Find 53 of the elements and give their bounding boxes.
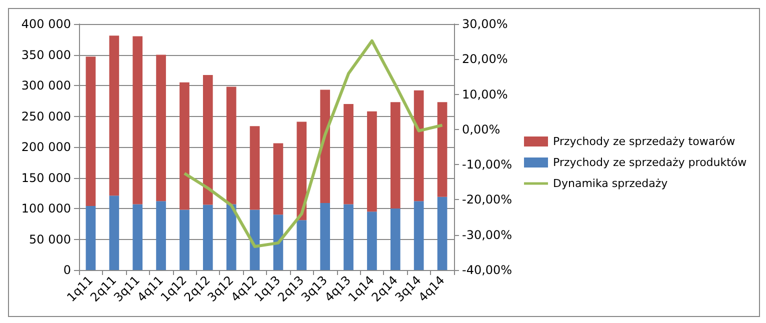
line-series bbox=[182, 39, 444, 248]
y2-tick-label: -30,00% bbox=[462, 228, 512, 242]
y-tick-label: 100 000 bbox=[21, 202, 71, 216]
bar bbox=[344, 204, 354, 270]
y-tick-label: 50 000 bbox=[29, 232, 71, 246]
y-tick-label: 250 000 bbox=[21, 109, 71, 124]
bar bbox=[180, 82, 190, 210]
y-tick-label: 350 000 bbox=[21, 48, 71, 62]
y2-tick-label: 0,00% bbox=[462, 122, 500, 136]
bar bbox=[437, 102, 448, 197]
y2-tick-label: 20,00% bbox=[462, 52, 508, 66]
bar bbox=[414, 201, 424, 270]
y-tick-label: 150 000 bbox=[21, 170, 71, 185]
bar bbox=[367, 111, 377, 212]
bar bbox=[414, 90, 424, 202]
bar bbox=[109, 36, 120, 196]
bar bbox=[320, 90, 330, 203]
bar bbox=[180, 210, 190, 270]
y2-tick-label: 30,00% bbox=[462, 17, 508, 31]
y2-tick-label: -20,00% bbox=[462, 192, 512, 207]
bar bbox=[273, 214, 284, 270]
bar bbox=[273, 143, 284, 215]
y2-tick-label: 10,00% bbox=[462, 87, 508, 102]
y-tick-label: 0 bbox=[63, 263, 71, 277]
bar bbox=[156, 54, 166, 202]
y-tick-label: 400 000 bbox=[21, 17, 71, 31]
bar bbox=[132, 36, 143, 204]
legend-label: Przychody ze sprzedaży towarów bbox=[553, 135, 736, 148]
y2-tick-label: -40,00% bbox=[462, 263, 512, 277]
bar bbox=[109, 196, 120, 270]
bar bbox=[390, 102, 400, 208]
bar bbox=[250, 210, 260, 270]
legend-label: Dynamika sprzedaży bbox=[553, 177, 668, 190]
bar bbox=[390, 208, 400, 270]
y2-tick-label: -10,00% bbox=[462, 158, 512, 172]
bar bbox=[296, 220, 307, 270]
bar bbox=[250, 126, 260, 210]
bar bbox=[437, 196, 448, 270]
bar bbox=[86, 206, 96, 270]
bar bbox=[202, 204, 213, 270]
bar bbox=[320, 202, 330, 270]
bar bbox=[367, 212, 377, 270]
bar bbox=[344, 104, 354, 204]
bar bbox=[86, 56, 96, 206]
bar bbox=[156, 201, 166, 270]
bar bbox=[226, 86, 236, 204]
y-tick-label: 200 000 bbox=[21, 140, 71, 154]
bar bbox=[132, 204, 143, 270]
y-tick-label: 300 000 bbox=[21, 78, 71, 92]
bar bbox=[226, 204, 236, 270]
legend-label: Przychody ze sprzedaży produktów bbox=[553, 156, 747, 169]
bar bbox=[296, 122, 307, 220]
bar bbox=[202, 75, 213, 205]
